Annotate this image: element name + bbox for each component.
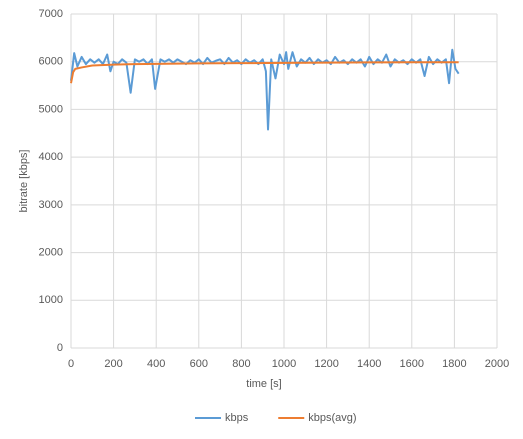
y-tick-label: 6000 <box>39 56 63 68</box>
x-tick-label: 2000 <box>485 358 509 370</box>
data-line <box>70 61 459 84</box>
x-tick-label: 1600 <box>400 358 424 370</box>
x-tick-label: 600 <box>190 358 208 370</box>
y-tick-label: 1000 <box>39 294 63 306</box>
y-tick-label: 0 <box>57 342 63 354</box>
legend-label: kbps <box>225 412 249 424</box>
legend-label: kbps(avg) <box>308 412 356 424</box>
y-tick-label: 4000 <box>39 151 63 163</box>
x-tick-label: 1800 <box>442 358 466 370</box>
x-tick-label: 200 <box>104 358 122 370</box>
x-tick-label: 1200 <box>314 358 338 370</box>
y-tick-label: 3000 <box>39 199 63 211</box>
y-axis-label: bitrate [kbps] <box>18 150 30 213</box>
x-tick-label: 800 <box>232 358 250 370</box>
x-axis-label: time [s] <box>246 378 281 390</box>
x-tick-label: 1400 <box>357 358 381 370</box>
x-tick-label: 1000 <box>272 358 296 370</box>
y-tick-label: 2000 <box>39 246 63 258</box>
x-tick-label: 400 <box>147 358 165 370</box>
y-tick-label: 5000 <box>39 103 63 115</box>
y-tick-label: 7000 <box>39 8 63 20</box>
x-tick-label: 0 <box>68 358 74 370</box>
